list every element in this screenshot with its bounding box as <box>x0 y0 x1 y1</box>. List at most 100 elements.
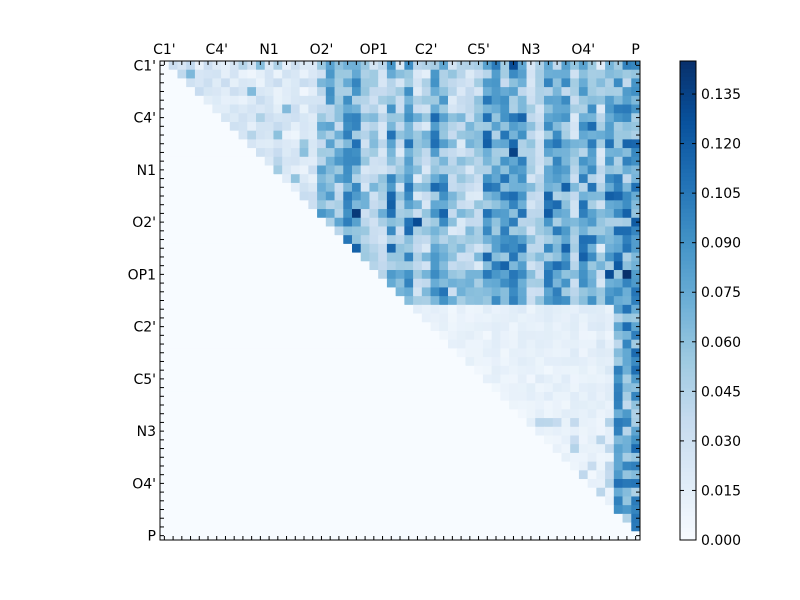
heatmap-cell <box>360 148 370 158</box>
heatmap-cell <box>570 452 580 463</box>
heatmap-cell <box>631 444 641 454</box>
heatmap-cell <box>587 531 597 541</box>
heatmap-cell <box>352 287 362 297</box>
heatmap-cell <box>203 278 213 288</box>
heatmap-cell <box>570 296 580 306</box>
heatmap-cell <box>456 226 466 236</box>
heatmap-cell <box>369 461 379 471</box>
heatmap-cell <box>535 261 545 271</box>
heatmap-cell <box>421 235 432 245</box>
heatmap-cell <box>343 104 353 114</box>
heatmap-cell <box>386 278 397 288</box>
heatmap-cell <box>273 296 283 306</box>
heatmap-cell <box>465 322 475 332</box>
colorbar-tick-label: 0.045 <box>701 384 741 400</box>
heatmap-cell <box>194 156 205 167</box>
heatmap-cell <box>395 304 405 315</box>
heatmap-cell <box>238 400 248 410</box>
heatmap-cell <box>273 139 283 149</box>
heatmap-cell <box>325 348 336 358</box>
heatmap-cell <box>212 435 222 445</box>
heatmap-cell <box>631 95 641 106</box>
heatmap-cell <box>168 304 178 315</box>
heatmap-cell <box>290 470 301 480</box>
heatmap-cell <box>378 121 388 132</box>
heatmap-cell <box>282 104 292 114</box>
heatmap-cell <box>448 235 458 245</box>
heatmap-cell <box>404 78 414 88</box>
heatmap-cell <box>439 182 449 193</box>
heatmap-cell <box>308 148 318 158</box>
heatmap-cell <box>482 513 493 524</box>
heatmap-cell <box>509 452 519 463</box>
heatmap-cell <box>500 444 510 454</box>
heatmap-cell <box>212 444 222 454</box>
x-tick-label: O2' <box>310 42 334 58</box>
heatmap-cell <box>160 287 170 297</box>
heatmap-cell <box>605 191 615 201</box>
heatmap-cell <box>605 322 615 332</box>
heatmap-cell <box>334 113 344 123</box>
heatmap-cell <box>631 165 641 175</box>
heatmap-cell <box>238 200 248 210</box>
heatmap-cell <box>273 121 283 132</box>
heatmap-cell <box>203 78 213 88</box>
heatmap-cell <box>378 522 388 532</box>
heatmap-cell <box>282 452 292 463</box>
heatmap-cell <box>378 226 388 236</box>
heatmap-cell <box>448 243 458 254</box>
heatmap-cell <box>247 148 257 158</box>
heatmap-cell <box>256 496 266 506</box>
heatmap-cell <box>448 226 458 236</box>
heatmap-cell <box>570 304 580 315</box>
heatmap-cell <box>500 470 510 480</box>
heatmap-cell <box>622 174 632 184</box>
heatmap-cell <box>360 130 370 140</box>
heatmap-cell <box>299 191 309 201</box>
heatmap-cell <box>325 496 336 506</box>
heatmap-cell <box>186 365 196 376</box>
heatmap-cell <box>491 130 501 140</box>
heatmap-cell <box>596 296 606 306</box>
heatmap-cell <box>544 513 554 524</box>
colorbar-segment <box>680 84 696 90</box>
heatmap-cell <box>290 487 301 497</box>
heatmap-cell <box>517 287 528 297</box>
heatmap-cell <box>386 452 397 463</box>
heatmap-cell <box>360 470 370 480</box>
heatmap-cell <box>544 339 554 349</box>
heatmap-cell <box>622 339 632 349</box>
heatmap-cell <box>395 148 405 158</box>
heatmap-cell <box>421 226 432 236</box>
heatmap-cell <box>587 287 597 297</box>
heatmap-cell <box>544 287 554 297</box>
heatmap-cell <box>430 156 440 167</box>
heatmap-cell <box>256 139 266 149</box>
heatmap-cell <box>221 461 231 471</box>
heatmap-cell <box>456 139 466 149</box>
heatmap-cell <box>221 470 231 480</box>
heatmap-cell <box>439 418 449 428</box>
heatmap-cell <box>500 209 510 219</box>
heatmap-cell <box>517 296 528 306</box>
heatmap-cell <box>194 487 205 497</box>
heatmap-cell <box>465 182 475 193</box>
heatmap-cell <box>413 522 423 532</box>
heatmap-cell <box>343 496 353 506</box>
heatmap-cell <box>273 348 283 358</box>
heatmap-cell <box>256 313 266 323</box>
heatmap-cell <box>256 348 266 358</box>
heatmap-cell <box>578 513 589 524</box>
heatmap-cell <box>544 522 554 532</box>
heatmap-cell <box>404 505 414 515</box>
heatmap-cell <box>177 522 187 532</box>
heatmap-cell <box>238 165 248 175</box>
heatmap-cell <box>386 287 397 297</box>
heatmap-cell <box>613 226 624 236</box>
heatmap-cell <box>194 121 205 132</box>
heatmap-cell <box>474 339 484 349</box>
heatmap-cell <box>282 278 292 288</box>
heatmap-cell <box>465 287 475 297</box>
heatmap-cell <box>160 391 170 402</box>
heatmap-cell <box>482 313 493 323</box>
